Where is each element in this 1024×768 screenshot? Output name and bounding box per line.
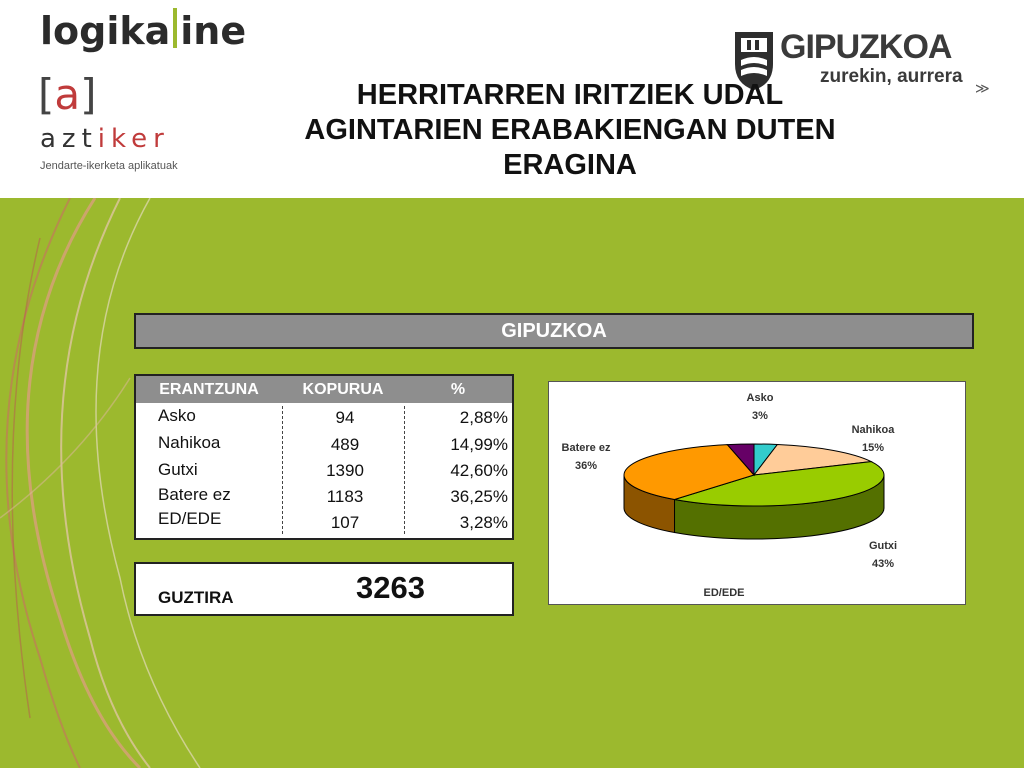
pie-chart: Asko 3% Nahikoa 15% Gutxi 43% Batere ez 36% ED/E… <box>562 392 898 599</box>
pie-chart-panel: Asko 3% Nahikoa 15% Gutxi 43% Batere ez 36% ED/E… <box>548 381 966 605</box>
row-pct: 36,25% <box>450 487 508 506</box>
pie-slice-gutxi <box>674 461 885 507</box>
pie-label-asko: Asko <box>747 392 774 404</box>
logikaline-logo: logika ine <box>40 8 247 53</box>
column-divider <box>282 406 283 534</box>
pie-pct-label-nahikoa: 15% <box>862 442 884 454</box>
row-label: ED/EDE <box>158 509 222 528</box>
column-header-kopurua: KOPURUA <box>302 381 384 398</box>
row-label: Batere ez <box>158 485 231 504</box>
row-label: Nahikoa <box>158 433 221 452</box>
double-chevron-icon: ≫ <box>975 80 990 96</box>
pie-slice-batere-ez <box>623 444 755 501</box>
aztiker-bracket-logo: [a] <box>38 70 97 119</box>
table-header: ERANTZUNA KOPURUA % <box>136 376 512 403</box>
pie-label-nahikoa: Nahikoa <box>852 424 896 436</box>
row-pct: 2,88% <box>459 408 508 427</box>
gipuzkoa-shield-icon <box>735 32 773 90</box>
row-count: 1183 <box>326 487 364 506</box>
row-pct: 14,99% <box>450 435 508 454</box>
row-count: 489 <box>330 435 360 454</box>
pie-label-batere-ez: Batere ez <box>562 442 611 454</box>
pie-slice-nahikoa <box>752 443 873 476</box>
gipuzkoa-name: GIPUZKOA <box>780 28 952 66</box>
row-count: 107 <box>330 513 360 532</box>
row-pct: 42,60% <box>450 461 508 480</box>
row-label: Gutxi <box>158 460 198 479</box>
decorative-curves <box>0 198 201 768</box>
column-header-pct: % <box>450 381 466 398</box>
row-count: 94 <box>335 408 355 427</box>
pie-slice-ed-ede <box>726 443 755 477</box>
pie-label-gutxi: Gutxi <box>869 540 897 552</box>
region-header: GIPUZKOA <box>134 313 974 349</box>
data-table: ERANTZUNA KOPURUA % Asko 94 2,88% Nahiko… <box>134 374 514 540</box>
total-label: GUZTIRA <box>158 588 234 607</box>
gipuzkoa-slogan: zurekin, aurrera <box>820 66 963 87</box>
page-title: HERRITARREN IRITZIEK UDAL AGINTARIEN ERA… <box>304 79 836 181</box>
total-box: GUZTIRA 3263 <box>134 562 514 616</box>
column-header-erantzuna: ERANTZUNA <box>159 381 259 398</box>
pie-pct-label-batere-ez: 36% <box>575 460 597 472</box>
aztiker-subtitle: Jendarte-ikerketa aplikatuak <box>40 160 178 172</box>
column-divider <box>404 406 405 534</box>
pie-pct-label-gutxi: 43% <box>872 558 894 570</box>
row-count: 1390 <box>326 461 364 480</box>
row-label: Asko <box>158 406 196 425</box>
total-value: 3263 <box>356 570 425 605</box>
row-pct: 3,28% <box>459 513 508 532</box>
pie-pct-label-asko: 3% <box>752 410 768 422</box>
pie-label-ed-ede: ED/EDE <box>704 587 745 599</box>
aztiker-logo: aztiker <box>40 124 170 154</box>
